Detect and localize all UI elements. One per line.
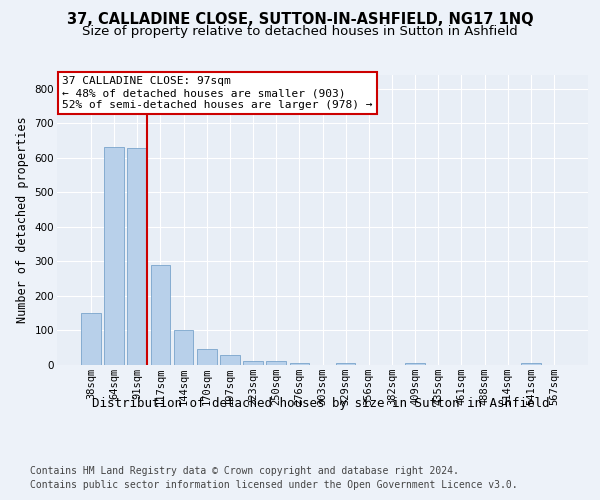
Text: Distribution of detached houses by size in Sutton in Ashfield: Distribution of detached houses by size … [92,398,550,410]
Bar [197,349,217,365]
Bar [243,361,263,365]
Bar [290,362,309,365]
Bar [336,364,355,365]
Bar [220,354,240,365]
Text: Contains public sector information licensed under the Open Government Licence v3: Contains public sector information licen… [30,480,518,490]
Text: Size of property relative to detached houses in Sutton in Ashfield: Size of property relative to detached ho… [82,25,518,38]
Y-axis label: Number of detached properties: Number of detached properties [16,116,29,324]
Bar [104,147,124,365]
Bar [81,313,101,365]
Bar [151,265,170,365]
Text: 37 CALLADINE CLOSE: 97sqm
← 48% of detached houses are smaller (903)
52% of semi: 37 CALLADINE CLOSE: 97sqm ← 48% of detac… [62,76,373,110]
Text: Contains HM Land Registry data © Crown copyright and database right 2024.: Contains HM Land Registry data © Crown c… [30,466,459,476]
Bar [521,362,541,365]
Text: 37, CALLADINE CLOSE, SUTTON-IN-ASHFIELD, NG17 1NQ: 37, CALLADINE CLOSE, SUTTON-IN-ASHFIELD,… [67,12,533,28]
Bar [174,330,193,365]
Bar [266,361,286,365]
Bar [127,148,147,365]
Bar [405,362,425,365]
